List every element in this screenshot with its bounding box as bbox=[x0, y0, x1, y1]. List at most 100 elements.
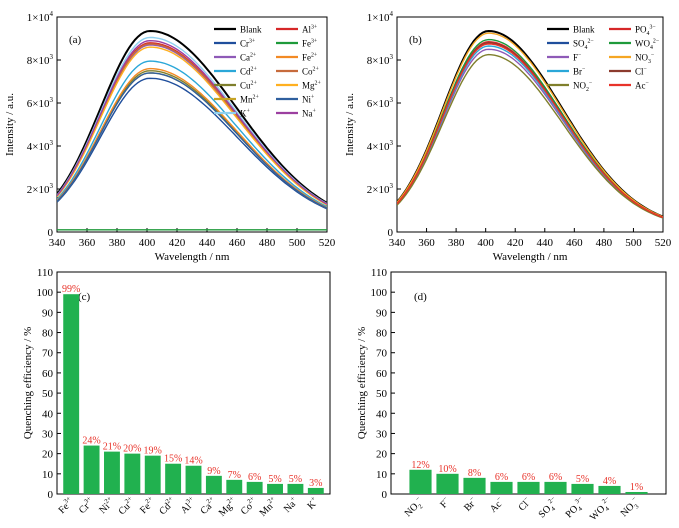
x-tick-label: 400 bbox=[477, 237, 494, 249]
x-tick-label: 460 bbox=[566, 237, 583, 249]
y-tick-label: 10 bbox=[42, 469, 54, 481]
y-tick-label: 0 bbox=[388, 227, 394, 239]
y-tick-label: 20 bbox=[376, 449, 388, 461]
bar-value-label: 6% bbox=[248, 472, 261, 483]
bar-value-label: 14% bbox=[184, 456, 202, 467]
x-tick-label: 520 bbox=[319, 237, 336, 249]
legend-label: Blank bbox=[573, 25, 595, 35]
legend-label: PO43− bbox=[635, 24, 656, 37]
category-label: Br− bbox=[461, 495, 480, 514]
y-axis-label: Quenching efficiency / % bbox=[356, 327, 368, 440]
y-tick-label: 110 bbox=[37, 267, 54, 279]
bar bbox=[544, 481, 567, 494]
plot-frame bbox=[396, 16, 664, 233]
y-tick-label: 4×103 bbox=[27, 139, 54, 153]
bar-value-label: 3% bbox=[309, 478, 322, 489]
series-line-3 bbox=[57, 60, 327, 208]
bar bbox=[625, 491, 648, 494]
bar-value-label: 7% bbox=[228, 470, 241, 481]
bar-value-label: 6% bbox=[522, 472, 535, 483]
x-axis-label: Wavelength / nm bbox=[155, 251, 230, 263]
category-label: Mn2+ bbox=[257, 495, 281, 519]
series-line-4 bbox=[397, 53, 663, 219]
x-tick-label: 500 bbox=[289, 237, 306, 249]
y-tick-label: 8×103 bbox=[27, 53, 54, 67]
category-label: Cu2+ bbox=[115, 495, 137, 517]
series-line-9 bbox=[397, 43, 663, 219]
category-label: Cl− bbox=[516, 495, 534, 513]
y-tick-label: 100 bbox=[37, 287, 54, 299]
category-label: Al3+ bbox=[178, 495, 199, 516]
x-tick-label: 420 bbox=[507, 237, 524, 249]
y-tick-label: 10 bbox=[376, 469, 388, 481]
x-tick-label: 340 bbox=[49, 237, 66, 249]
bar-value-label: 19% bbox=[144, 446, 162, 457]
bar-value-label: 15% bbox=[164, 454, 182, 465]
y-tick-label: 60 bbox=[376, 368, 388, 380]
y-tick-label: 90 bbox=[42, 307, 54, 319]
category-label: NO3− bbox=[618, 495, 644, 521]
y-tick-label: 30 bbox=[376, 428, 388, 440]
y-tick-label: 0 bbox=[48, 489, 54, 501]
panel-label: (b) bbox=[409, 34, 422, 46]
y-tick-label: 60 bbox=[42, 368, 54, 380]
panel-label: (d) bbox=[414, 291, 427, 303]
legend-label: Al3+ bbox=[302, 24, 318, 34]
x-tick-label: 380 bbox=[448, 237, 465, 249]
y-tick-label: 4×103 bbox=[367, 139, 394, 153]
legend-label: Na+ bbox=[302, 108, 317, 118]
category-label: Ac− bbox=[487, 495, 507, 515]
legend-label: Cr3+ bbox=[240, 38, 256, 48]
y-tick-label: 8×103 bbox=[367, 53, 394, 67]
bar bbox=[287, 483, 304, 494]
panel-label: (a) bbox=[69, 34, 82, 46]
panel-label: (c) bbox=[78, 291, 91, 303]
legend-label: Fe3+ bbox=[302, 38, 318, 48]
category-label: Na+ bbox=[281, 495, 301, 515]
legend-label: F− bbox=[573, 52, 582, 62]
plot-frame bbox=[390, 271, 667, 495]
bar bbox=[307, 487, 324, 494]
y-tick-label: 50 bbox=[42, 388, 54, 400]
bar bbox=[63, 294, 80, 494]
spectrum-panel-b: 340 360 380 400 420 440 460 480 500 520 0 2×103 4×10… bbox=[344, 10, 672, 263]
x-tick-label: 480 bbox=[259, 237, 276, 249]
bar bbox=[517, 481, 540, 494]
y-tick-label: 30 bbox=[42, 428, 54, 440]
x-tick-label: 440 bbox=[537, 237, 554, 249]
y-tick-label: 80 bbox=[376, 328, 388, 340]
bar bbox=[104, 451, 120, 494]
bar bbox=[83, 445, 100, 494]
category-label: K+ bbox=[304, 495, 321, 512]
bar-value-label: 8% bbox=[468, 468, 481, 479]
category-label: PO43− bbox=[563, 495, 590, 522]
category-label: Ca2+ bbox=[197, 495, 219, 517]
series-line-13 bbox=[57, 39, 327, 205]
y-tick-label: 100 bbox=[371, 287, 388, 299]
spectrum-panel-a: 340 360 380 400 420 440 460 480 500 520 0 2×103 4×10… bbox=[4, 10, 336, 263]
legend-label: Ca2+ bbox=[240, 52, 257, 62]
series-line-0 bbox=[57, 29, 327, 204]
y-tick-label: 0 bbox=[48, 227, 54, 239]
legend-label: NO2− bbox=[573, 80, 593, 93]
y-tick-label: 110 bbox=[371, 267, 388, 279]
y-axis-label: Quenching efficiency / % bbox=[22, 327, 34, 440]
y-tick-label: 6×103 bbox=[27, 96, 54, 110]
bar bbox=[571, 483, 594, 494]
y-axis-label: Intensity / a.u. bbox=[4, 93, 16, 156]
legend-label: Cu2+ bbox=[240, 80, 257, 90]
series-line-1 bbox=[57, 77, 327, 210]
y-tick-label: 6×103 bbox=[367, 96, 394, 110]
bar-value-label: 20% bbox=[123, 444, 141, 455]
bar-value-label: 10% bbox=[438, 464, 456, 475]
category-label: WO42− bbox=[587, 495, 616, 524]
category-label: Fe3+ bbox=[56, 495, 77, 516]
legend-label: Fe2+ bbox=[302, 52, 318, 62]
x-tick-label: 420 bbox=[169, 237, 186, 249]
category-label: Fe2+ bbox=[137, 495, 158, 516]
category-label: Cd2+ bbox=[156, 495, 178, 517]
legend-label: K+ bbox=[240, 108, 251, 118]
category-label: F− bbox=[437, 495, 453, 511]
bar-value-label: 4% bbox=[603, 476, 616, 487]
